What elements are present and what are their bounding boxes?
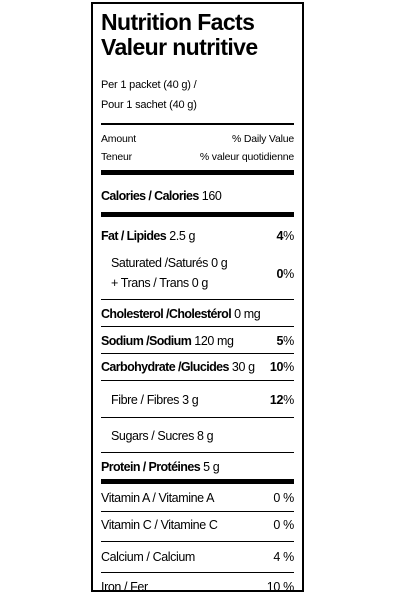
daily-value-header: % Daily Value [232,133,294,145]
cholesterol-label: Cholesterol /Cholestérol [101,307,232,321]
sodium-label: Sodium /Sodium [101,334,192,348]
nutrition-facts-panel: Nutrition Facts Valeur nutritive Per 1 p… [91,2,304,595]
carbohydrate-value: 30 g [231,360,255,374]
divider [101,299,294,300]
trans-label: + Trans / Trans [111,276,189,290]
divider [101,353,294,354]
sodium-daily-value: 5% [276,334,295,348]
vitamin-c-daily-value: 0 % [273,518,294,532]
daily-value-header-fr: % valeur quotidienne [199,151,294,163]
trans-value: 0 g [191,276,209,290]
calcium-daily-value: 4 % [273,550,294,564]
divider [101,380,294,381]
divider [101,417,294,418]
amount-header: Amount [101,133,136,145]
title-french: Valeur nutritive [101,34,258,60]
calories-value: 160 [201,189,222,203]
saturated-row: Saturated /Saturés 0 g [111,255,294,271]
cholesterol-value: 0 mg [234,307,261,321]
calcium-row: Calcium / Calcium [101,549,294,565]
vitamin-a-label: Vitamin A / Vitamine A [101,491,215,505]
fat-label: Fat / Lipides [101,229,167,243]
saturated-trans-daily-value: 0% [276,267,295,281]
iron-label: Iron / Fer [101,580,148,594]
divider-thick [101,170,294,175]
fibre-daily-value: 12% [269,393,294,407]
sugars-row: Sugars / Sucres 8 g [111,428,294,444]
serving-size-fr: Pour 1 sachet (40 g) [101,99,197,111]
sugars-value: 8 g [197,429,214,443]
protein-label: Protein / Protéines [101,460,201,474]
serving-size-en: Per 1 packet (40 g) / [101,79,197,91]
saturated-label: Saturated /Saturés [111,256,209,270]
cholesterol-row: Cholesterol /Cholestérol 0 mg [101,306,294,322]
carbohydrate-daily-value: 10% [269,360,294,374]
divider-thick [101,212,294,217]
protein-value: 5 g [203,460,220,474]
vitamin-c-label: Vitamin C / Vitamine C [101,518,218,532]
calories-label: Calories / Calories [101,189,199,203]
protein-row: Protein / Protéines 5 g [101,459,294,475]
calcium-label: Calcium / Calcium [101,550,195,564]
fat-value: 2.5 g [169,229,196,243]
fibre-row: Fibre / Fibres 3 g [111,392,294,408]
divider [101,541,294,542]
sugars-label: Sugars / Sucres [111,429,194,443]
divider [101,572,294,573]
divider [101,123,294,125]
vitamin-a-daily-value: 0 % [273,491,294,505]
teneur-header: Teneur [101,151,132,163]
fibre-value: 3 g [182,393,199,407]
sodium-value: 120 mg [194,334,234,348]
vitamin-a-row: Vitamin A / Vitamine A [101,490,294,506]
iron-row: Iron / Fer [101,579,294,595]
divider-thick [101,479,294,484]
vitamin-c-row: Vitamin C / Vitamine C [101,517,294,533]
fat-row: Fat / Lipides 2.5 g [101,228,294,244]
title-english: Nutrition Facts [101,9,255,35]
calories-row: Calories / Calories 160 [101,188,294,204]
trans-row: + Trans / Trans 0 g [111,275,294,291]
divider [101,511,294,512]
iron-daily-value: 10 % [266,580,295,594]
fibre-label: Fibre / Fibres [111,393,180,407]
divider [101,326,294,327]
saturated-value: 0 g [211,256,228,270]
carbohydrate-row: Carbohydrate /Glucides 30 g [101,359,294,375]
fat-daily-value: 4% [276,229,295,243]
carbohydrate-label: Carbohydrate /Glucides [101,360,229,374]
sodium-row: Sodium /Sodium 120 mg [101,333,294,349]
divider [101,452,294,453]
